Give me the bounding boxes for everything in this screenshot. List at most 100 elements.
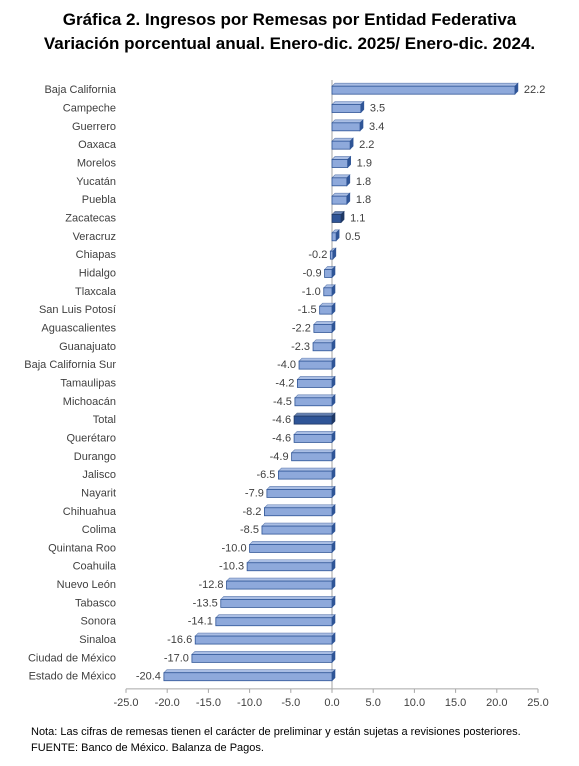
bar [266, 489, 333, 498]
data-label: 1.8 [356, 176, 371, 188]
bar [220, 599, 333, 608]
bar [194, 635, 333, 645]
bar [329, 250, 334, 260]
x-tick-label: 15.0 [445, 697, 466, 709]
data-label: -14.1 [188, 616, 213, 628]
category-label: Estado de México [29, 671, 116, 683]
bar-top-face [331, 101, 365, 105]
bar-top-face [248, 541, 336, 545]
category-label: Baja California [44, 84, 116, 96]
bar [312, 342, 333, 352]
bar-top-face [163, 669, 336, 674]
bar-top-face [191, 651, 336, 655]
bar [293, 434, 333, 443]
bar-top-face [294, 394, 336, 399]
bar [264, 507, 333, 517]
bar-top-face [277, 467, 336, 472]
bar-top-face [225, 577, 336, 582]
bar [261, 525, 333, 535]
bar [331, 195, 348, 205]
category-label: Ciudad de México [28, 652, 116, 664]
category-label: Baja California Sur [24, 359, 116, 371]
bar [278, 470, 333, 480]
x-tick-label: 5.0 [366, 697, 381, 709]
category-label: Oaxaca [78, 139, 117, 151]
bar-top-face [293, 412, 336, 417]
data-label: -4.0 [277, 359, 296, 371]
data-label: 2.2 [359, 139, 374, 151]
category-label: Zacatecas [65, 212, 116, 224]
x-tick-label: -15.0 [196, 697, 221, 709]
bar [331, 214, 342, 223]
bar [331, 159, 349, 168]
bar-top-face [246, 559, 336, 564]
category-label: Coahuila [73, 561, 117, 573]
bar-top-face [290, 449, 336, 454]
bar [191, 653, 333, 663]
data-label: -4.5 [273, 396, 292, 408]
data-label: -0.9 [303, 267, 322, 279]
chart-title-line-2: Variación porcentual anual. Enero-dic. 2… [43, 34, 536, 53]
bar [215, 617, 333, 627]
data-label: -8.5 [240, 524, 259, 536]
bar-top-face [313, 321, 336, 325]
bar [324, 269, 333, 278]
data-label: -16.6 [167, 634, 192, 646]
x-tick-label: 25.0 [527, 697, 548, 709]
bar [163, 672, 333, 682]
bar-top-face [298, 357, 336, 362]
x-tick-label: 0.0 [324, 697, 339, 709]
bar-top-face [296, 376, 336, 380]
category-label: Guanajuato [59, 341, 116, 353]
bar-top-face [194, 632, 336, 637]
x-tick-label: 20.0 [486, 697, 507, 709]
category-label: Campeche [63, 102, 116, 114]
bar [331, 122, 361, 132]
category-label: Aguascalientes [41, 322, 116, 334]
data-label: -7.9 [245, 487, 264, 499]
bar-top-face [331, 137, 354, 142]
data-label: 22.2 [524, 84, 545, 96]
x-tick-label: -5.0 [281, 697, 300, 709]
chart-source: FUENTE: Banco de México. Balanza de Pago… [31, 742, 264, 754]
chart-title-line-1: Gráfica 2. Ingresos por Remesas por Enti… [62, 10, 517, 29]
data-label: 1.8 [356, 194, 371, 206]
bar-top-face [331, 119, 364, 124]
category-label: Tlaxcala [75, 286, 117, 298]
data-label: -12.8 [198, 579, 223, 591]
chart-title: Gráfica 2. Ingresos por Remesas por Enti… [0, 8, 579, 56]
x-tick-label: -25.0 [113, 697, 138, 709]
data-label: -4.9 [270, 451, 289, 463]
bar [291, 452, 333, 462]
category-label: Veracruz [73, 231, 116, 243]
bar [246, 562, 333, 572]
category-label: Tabasco [75, 597, 116, 609]
category-label: Chihuahua [63, 506, 117, 518]
category-label: Total [93, 414, 116, 426]
category-label: Nayarit [81, 487, 116, 499]
category-label: Puebla [82, 194, 117, 206]
category-label: Sonora [81, 616, 117, 628]
data-label: 3.5 [370, 102, 385, 114]
chart-note: Nota: Las cifras de remesas tienen el ca… [31, 726, 521, 738]
bar [296, 379, 333, 388]
category-label: Sinaloa [79, 634, 117, 646]
data-label: -4.6 [272, 432, 291, 444]
bar [313, 324, 333, 333]
category-label: Guerrero [72, 121, 116, 133]
data-label: -20.4 [136, 671, 161, 683]
category-label: Colima [82, 524, 117, 536]
bar [331, 104, 362, 113]
data-label: -2.3 [291, 341, 310, 353]
x-tick-label: -20.0 [155, 697, 180, 709]
data-label: -10.0 [222, 542, 247, 554]
category-label: Yucatán [76, 176, 116, 188]
category-label: Durango [74, 451, 116, 463]
category-label: Chiapas [76, 249, 117, 261]
bar-top-face [293, 431, 336, 435]
category-label: Morelos [77, 157, 117, 169]
data-label: -17.0 [164, 652, 189, 664]
data-label: 1.1 [350, 212, 365, 224]
category-label: San Luis Potosí [39, 304, 116, 316]
